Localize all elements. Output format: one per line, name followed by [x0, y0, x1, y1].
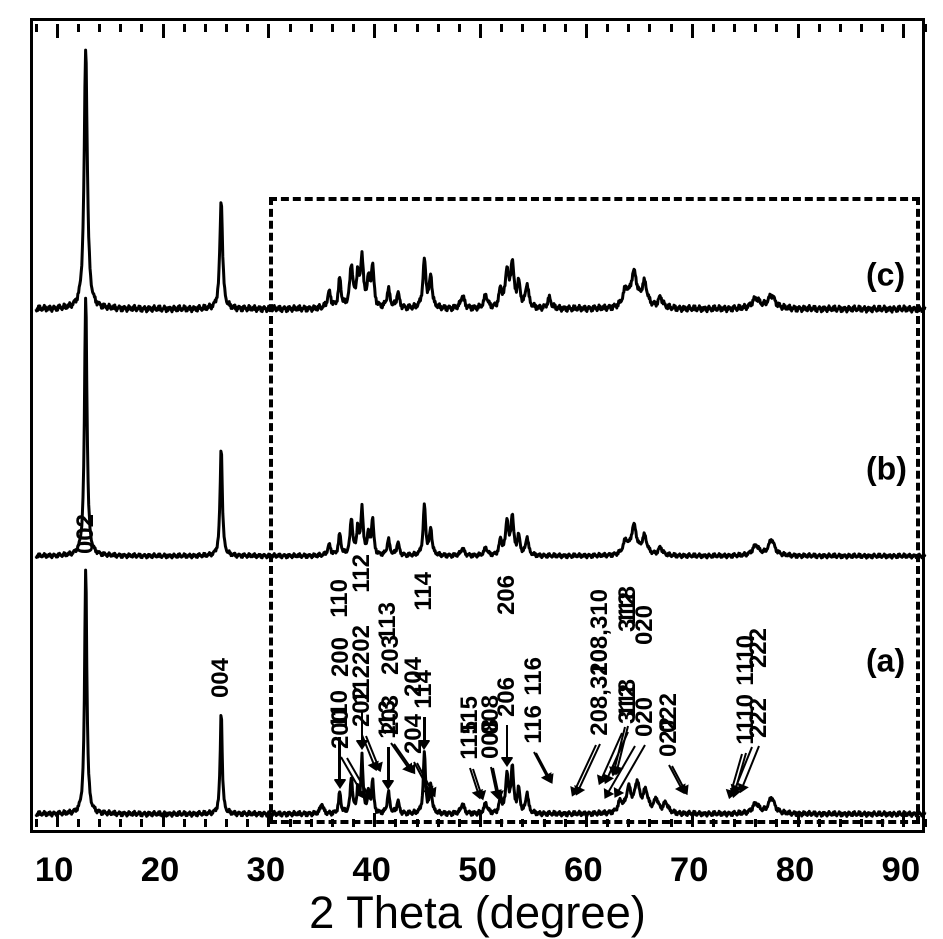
x-tick-label: 60 [564, 851, 603, 890]
plot-area: (c)(b)(a)2001102021122031132041141150082… [30, 18, 925, 833]
x-tick-label: 10 [35, 851, 74, 890]
xrd-figure: (c)(b)(a)2001102021122031132041141150082… [0, 0, 943, 939]
x-tick-label: 30 [247, 851, 286, 890]
x-tick-label: 40 [352, 851, 391, 890]
x-tick-label: 50 [458, 851, 497, 890]
x-tick-label: 20 [141, 851, 180, 890]
series-label-a: (a) [866, 643, 905, 680]
xrd-trace-a [33, 21, 928, 836]
x-tick-label: 70 [670, 851, 709, 890]
x-axis-title: 2 Theta (degree) [309, 887, 646, 939]
x-tick-label: 90 [882, 851, 921, 890]
x-tick-label: 80 [776, 851, 815, 890]
